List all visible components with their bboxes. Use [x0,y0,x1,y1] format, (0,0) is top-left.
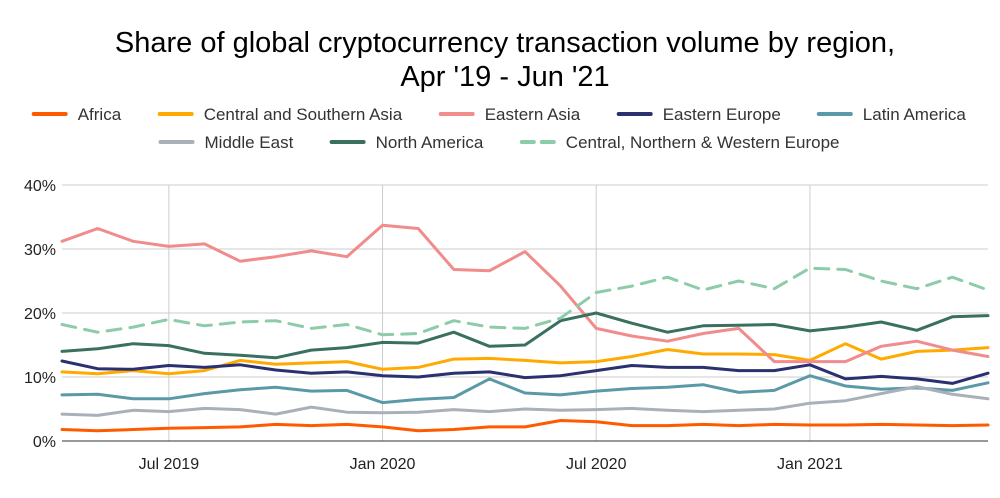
x-tick-label: Jan 2020 [350,456,416,473]
legend-label-central-northern-western-europe: Central, Northern & Western Europe [566,133,840,152]
legend-item-north-america: North America [329,133,484,152]
series-line-africa [60,419,990,433]
legend-label-eastern-asia: Eastern Asia [485,105,581,124]
legend-row: Middle East North America Central, Norther… [158,133,840,152]
x-tick-label: Jul 2020 [566,456,627,473]
y-tick-label: 40% [24,178,56,195]
legend-label-central-and-southern-asia: Central and Southern Asia [204,105,403,124]
series-line-middle-east [60,385,990,417]
series-line-north-america [60,311,990,360]
legend: Africa Central and Southern Asia Eastern A… [31,105,967,152]
y-axis: 0% 10% 20% 30% 40% [24,178,56,451]
legend-item-eastern-europe: Eastern Europe [616,105,781,124]
grid [62,184,988,441]
legend-label-latin-america: Latin America [863,105,967,124]
series-line-latin-america [60,374,990,405]
y-tick-label: 10% [24,370,56,387]
legend-label-middle-east: Middle East [205,133,294,152]
y-tick-label: 20% [24,306,56,323]
x-tick-label: Jul 2019 [139,456,200,473]
y-tick-label: 0% [33,434,56,451]
series-line-eastern-europe [60,359,990,385]
legend-item-latin-america: Latin America [816,105,967,124]
legend-label-eastern-europe: Eastern Europe [663,105,781,124]
series-line-eastern-asia [60,223,990,364]
legend-row: Africa Central and Southern Asia Eastern A… [31,105,967,124]
x-axis: Jul 2019 Jan 2020 Jul 2020 Jan 2021 [62,440,988,473]
legend-item-central-northern-western-europe: Central, Northern & Western Europe [519,133,840,152]
chart-title-line-1: Share of global cryptocurrency transacti… [115,27,895,59]
legend-item-eastern-asia: Eastern Asia [438,105,581,124]
chart-title-line-2: Apr '19 - Jun '21 [400,61,609,93]
legend-label-north-america: North America [376,133,484,152]
series-line-central-northern-western-europe [60,266,990,337]
series-group [60,223,990,433]
x-tick-label: Jan 2021 [777,456,843,473]
legend-item-central-and-southern-asia: Central and Southern Asia [157,105,403,124]
y-tick-label: 30% [24,242,56,259]
legend-item-middle-east: Middle East [158,133,294,152]
legend-label-africa: Africa [78,105,122,124]
legend-item-africa: Africa [31,105,122,124]
